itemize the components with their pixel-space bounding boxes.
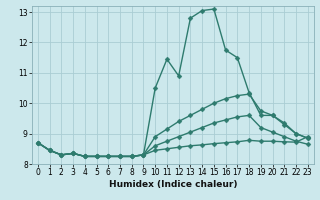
X-axis label: Humidex (Indice chaleur): Humidex (Indice chaleur) <box>108 180 237 189</box>
